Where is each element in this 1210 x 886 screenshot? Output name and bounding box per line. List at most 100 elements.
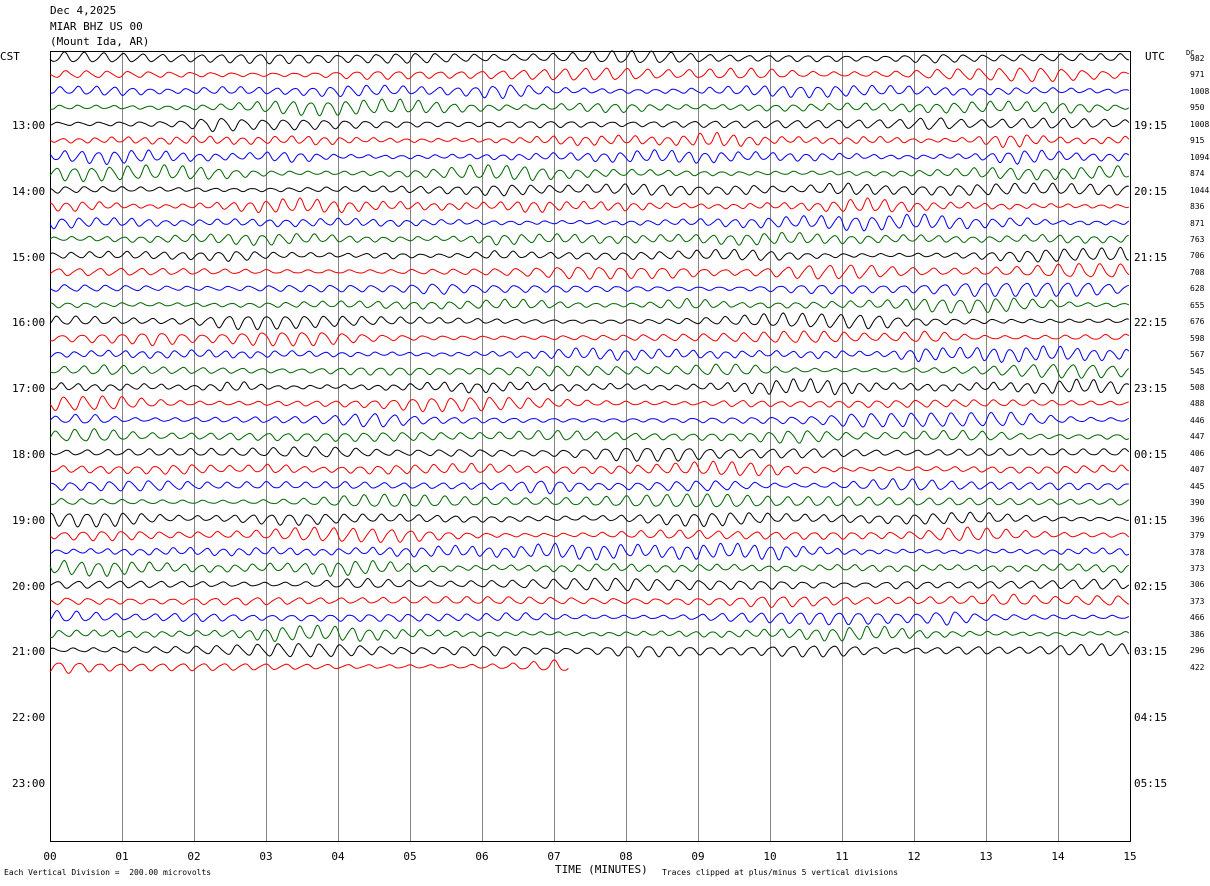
x-axis-title: TIME (MINUTES) [555,863,648,876]
dc-offset-label: 373 [1190,563,1205,573]
dc-offset-label: 1008 [1190,119,1210,129]
dc-offset-label: 545 [1190,366,1205,376]
trace-row-5 [49,117,1130,133]
dc-offset-label: 488 [1190,399,1205,409]
trace-row-22 [49,395,1129,413]
trace-row-9 [49,182,1129,197]
x-tick-15: 15 [1123,850,1137,863]
cst-hour-label: 13:00 [12,119,46,132]
trace-row-13 [49,246,1129,263]
dc-offset-label: 1044 [1190,185,1210,195]
cst-hour-label: 16:00 [12,316,46,330]
dc-offset-label: 373 [1190,596,1205,606]
left-timezone-label: CST [0,50,20,63]
dc-offset-label: 874 [1190,169,1205,179]
dc-offset-label: 386 [1190,629,1205,639]
x-tick-09: 09 [691,850,705,863]
dc-offset-label: 836 [1190,202,1205,212]
dc-offset-label: 306 [1190,580,1205,590]
x-tick-03: 03 [259,850,273,863]
trace-row-24 [49,428,1130,444]
x-tick-10: 10 [763,850,777,863]
x-tick-02: 02 [187,850,201,863]
date-label: Dec 4,2025 [50,4,117,17]
dc-offset-label: 446 [1190,415,1205,425]
dc-offset-label: 950 [1190,103,1205,113]
plot-frame [50,51,1131,842]
trace-row-28 [49,493,1130,508]
cst-hour-label: 23:00 [12,777,46,790]
x-tick-04: 04 [331,850,345,863]
station-label: MIAR BHZ US 00 [50,20,143,33]
utc-hour-label: 01:15 [1134,513,1168,527]
trace-row-31 [49,542,1130,561]
x-tick-01: 01 [115,850,129,863]
x-tick-13: 13 [979,850,993,863]
utc-hour-label: 00:15 [1134,448,1168,461]
dc-offset-label: 390 [1190,498,1205,508]
dc-offset-label: 915 [1190,136,1205,146]
dc-offset-label: 982 [1190,54,1205,63]
x-tick-07: 07 [547,850,561,863]
footer-scale-note: Each Vertical Division = 200.00 microvol… [4,868,212,877]
cst-hour-label: 19:00 [12,513,46,527]
trace-row-3 [49,84,1129,99]
trace-row-4 [49,98,1130,117]
trace-row-33 [49,577,1130,592]
trace-row-16 [50,297,1130,314]
dc-label: DC [1186,49,1195,57]
trace-row-32 [49,559,1129,577]
dc-offset-label: 708 [1190,267,1205,277]
cst-hour-label: 17:00 [12,382,46,396]
x-tick-00: 00 [43,850,57,863]
utc-hour-label: 22:15 [1134,316,1168,330]
dc-offset-label: 508 [1190,383,1205,392]
dc-offset-label: 706 [1190,251,1205,261]
dc-offset-label: 598 [1190,333,1205,343]
trace-row-2 [49,67,1129,83]
minute-gridlines [122,52,1059,841]
trace-row-14 [49,263,1130,280]
dc-offset-label: 567 [1190,350,1205,360]
trace-row-17 [49,312,1129,331]
cst-hour-label: 14:00 [12,184,46,198]
trace-row-20 [49,363,1130,379]
utc-hour-label: 19:15 [1134,119,1168,132]
dc-offset-label: 628 [1190,284,1205,294]
dc-offset-label: 445 [1190,481,1205,491]
trace-row-10 [49,197,1129,214]
dc-offset-label: 447 [1190,432,1205,442]
dc-offset-label: 763 [1190,234,1205,244]
x-tick-11: 11 [835,850,849,863]
trace-row-19 [49,345,1130,364]
trace-row-29 [49,511,1129,528]
dc-offset-label: 379 [1190,531,1205,541]
cst-hour-label: 20:00 [12,579,46,593]
cst-hour-label: 15:00 [12,250,46,264]
utc-hour-label: 04:15 [1134,711,1168,725]
trace-row-12 [49,231,1129,246]
x-tick-14: 14 [1051,850,1065,863]
trace-row-37 [49,643,1130,658]
location-label: (Mount Ida, AR) [50,35,150,48]
trace-row-8 [49,164,1130,183]
trace-row-26 [49,460,1130,477]
trace-row-7 [49,149,1130,165]
dc-offset-label: 406 [1190,448,1205,458]
cst-hour-label: 18:00 [12,448,46,461]
trace-row-27 [50,478,1129,495]
trace-group [49,50,1130,674]
dc-offset-label: 1094 [1190,152,1210,162]
cst-hour-label: 22:00 [12,711,46,725]
footer-clip-note: Traces clipped at plus/minus 5 vertical … [662,868,899,877]
trace-row-30 [49,526,1130,543]
trace-row-11 [49,213,1130,232]
cst-hour-label: 21:00 [12,645,46,659]
dc-offset-label: 378 [1190,547,1205,557]
dc-offset-label: 407 [1190,465,1205,475]
utc-hour-label: 03:15 [1134,645,1168,659]
right-timezone-label: UTC [1145,50,1165,63]
trace-row-18 [49,330,1130,347]
dc-offset-label: 466 [1190,613,1205,623]
